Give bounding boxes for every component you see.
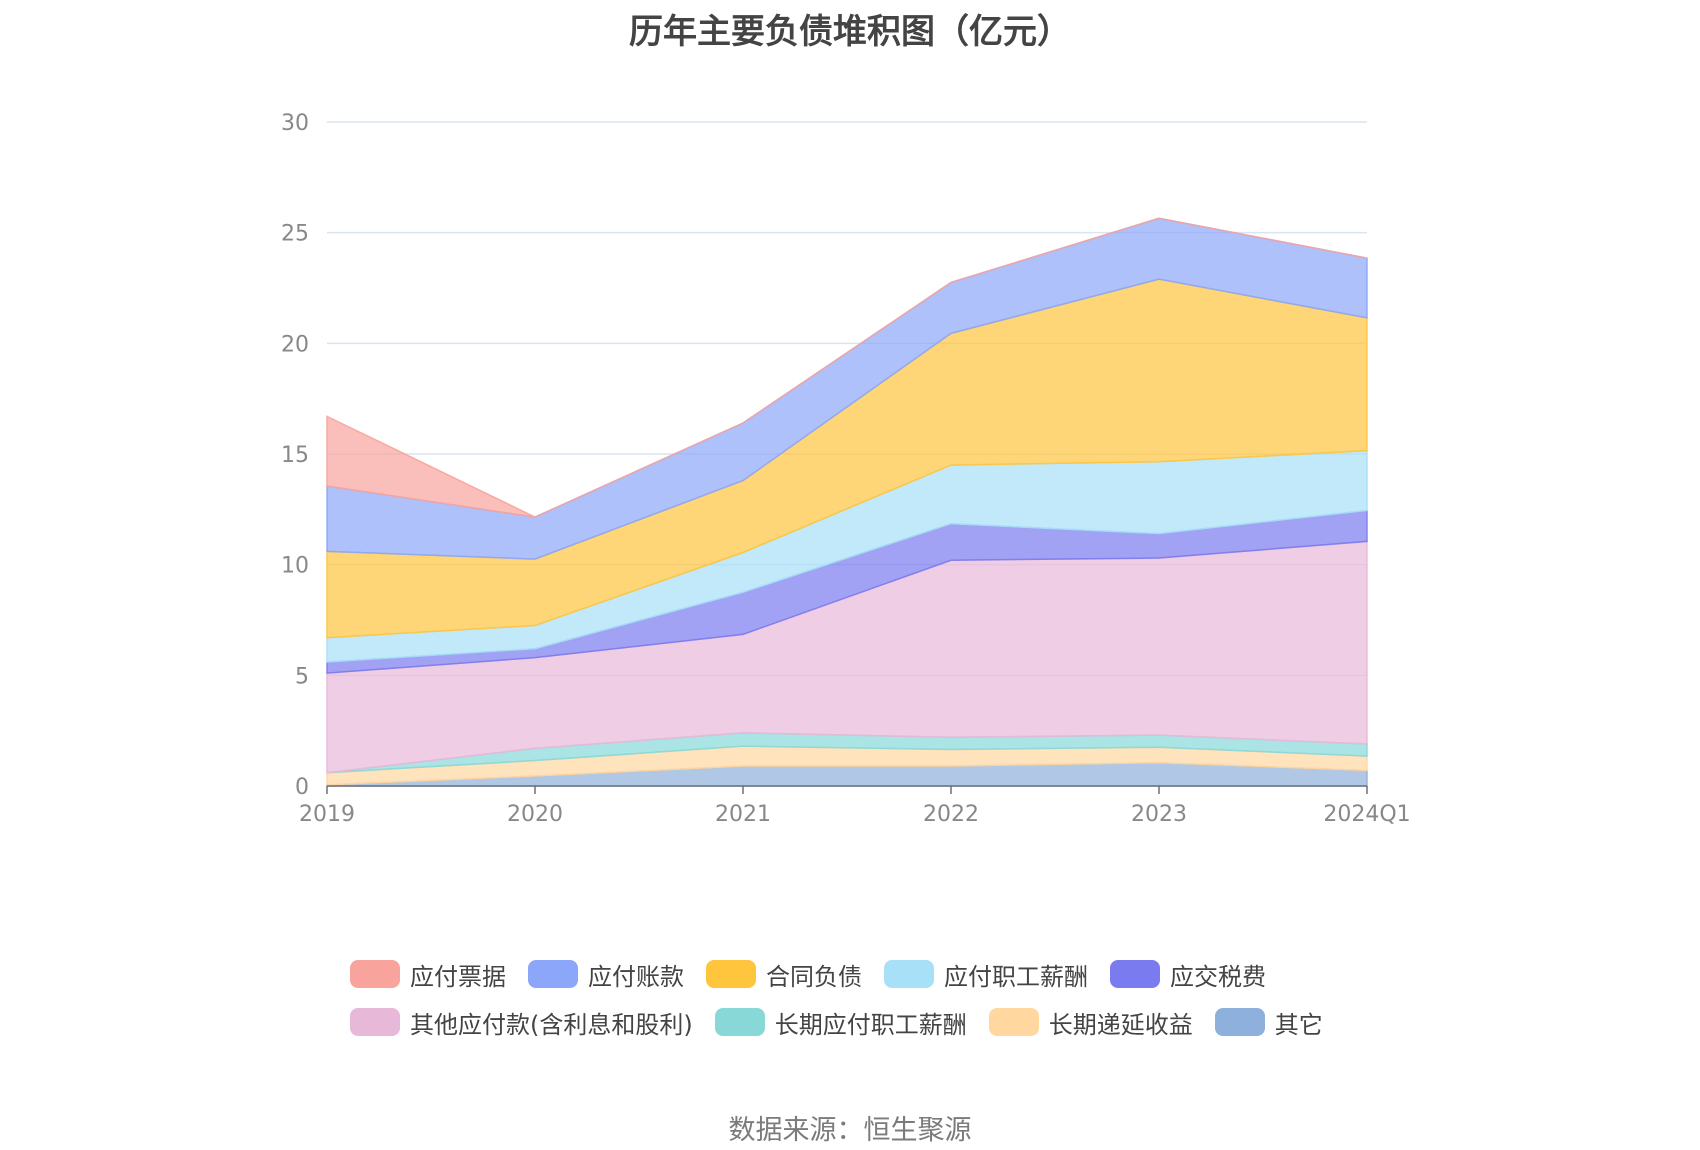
legend-swatch (350, 1008, 400, 1036)
legend-swatch (350, 960, 400, 988)
legend-label: 应交税费 (1170, 962, 1266, 991)
y-tick-label: 25 (281, 222, 309, 247)
legend-item[interactable]: 应付票据 (350, 957, 506, 992)
x-tick-label: 2023 (1131, 802, 1187, 827)
legend-label: 长期应付职工薪酬 (774, 1010, 967, 1039)
legend-label: 合同负债 (766, 962, 862, 991)
x-tick-label: 2019 (299, 802, 355, 827)
legend-item[interactable]: 应付职工薪酬 (884, 957, 1088, 992)
legend: 应付票据 应付账款 合同负债 应付职工薪酬 应交税费其他应付款(含利息和股利) 长期应付职… (350, 950, 1400, 1046)
legend-label: 长期递延收益 (1048, 1010, 1193, 1039)
y-tick-label: 5 (295, 664, 309, 689)
legend-item[interactable]: 其他应付款(含利息和股利) (350, 1005, 693, 1040)
legend-swatch (706, 960, 756, 988)
y-tick-label: 15 (281, 443, 309, 468)
x-tick-label: 2022 (923, 802, 979, 827)
legend-swatch (528, 960, 578, 988)
y-tick-label: 0 (295, 775, 309, 800)
x-tick-label: 2021 (715, 802, 771, 827)
legend-label: 其他应付款(含利息和股利) (410, 1010, 693, 1039)
source-note: 数据来源：恒生聚源 (728, 1115, 972, 1146)
legend-item[interactable]: 应付账款 (528, 957, 684, 992)
legend-item[interactable]: 其它 (1214, 1005, 1323, 1040)
y-tick-label: 30 (281, 111, 309, 136)
area-series-8 (326, 217, 1368, 518)
legend-row: 应付票据 应付账款 合同负债 应付职工薪酬 应交税费 (350, 950, 1400, 998)
area-series (326, 217, 1368, 787)
legend-swatch (714, 1008, 765, 1036)
y-tick-label: 10 (281, 554, 309, 579)
legend-row: 其他应付款(含利息和股利) 长期应付职工薪酬 长期递延收益 其它 (350, 998, 1400, 1046)
x-tick-label: 2024Q1 (1323, 802, 1410, 827)
legend-label: 应付账款 (588, 962, 684, 991)
axes: 0 5 10 15 20 25 30 2019 2020 2021 2022 2023 2024Q1 (281, 111, 1411, 827)
y-tick-label: 20 (281, 332, 309, 357)
legend-label: 应付票据 (410, 962, 506, 991)
legend-item[interactable]: 应交税费 (1110, 957, 1266, 992)
legend-item[interactable]: 长期应付职工薪酬 (714, 1005, 967, 1040)
legend-swatch (1214, 1008, 1265, 1036)
legend-item[interactable]: 长期递延收益 (988, 1005, 1193, 1040)
legend-swatch (884, 960, 934, 988)
legend-item[interactable]: 合同负债 (706, 957, 862, 992)
x-tick-label: 2020 (507, 802, 563, 827)
legend-label: 其它 (1274, 1010, 1323, 1039)
legend-swatch (988, 1008, 1039, 1036)
legend-label: 应付职工薪酬 (944, 962, 1088, 991)
chart-title: 历年主要负债堆积图（亿元） (629, 12, 1071, 52)
legend-swatch (1110, 960, 1160, 988)
